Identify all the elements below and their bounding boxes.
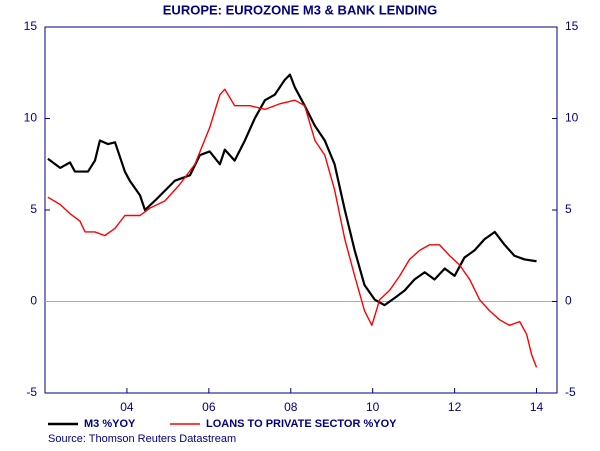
x-tick-label: 08 (284, 400, 298, 414)
y-tick-label: 5 (30, 202, 37, 216)
x-tick-label: 14 (530, 400, 544, 414)
x-tick-label: 06 (202, 400, 216, 414)
legend-label: M3 %YOY (84, 418, 136, 430)
y2-tick-label: 5 (565, 202, 572, 216)
series-line (47, 73, 537, 307)
x-tick-label: 12 (448, 400, 462, 414)
y-tick-label: 15 (24, 19, 38, 33)
y-tick-label: -5 (26, 385, 37, 399)
series-line (47, 88, 538, 368)
x-tick-label: 04 (120, 400, 134, 414)
y2-tick-label: 10 (565, 111, 579, 125)
plot-frame (44, 26, 558, 394)
y2-tick-label: 15 (565, 19, 579, 33)
y2-tick-label: -5 (565, 385, 576, 399)
y-tick-label: 0 (30, 294, 37, 308)
chart-title: EUROPE: EUROZONE M3 & BANK LENDING (163, 2, 437, 17)
y-tick-label: 10 (24, 111, 38, 125)
y2-tick-label: 0 (565, 294, 572, 308)
x-tick-label: 10 (366, 400, 380, 414)
source-note: Source: Thomson Reuters Datastream (48, 433, 236, 445)
legend-label: LOANS TO PRIVATE SECTOR %YOY (206, 418, 397, 430)
